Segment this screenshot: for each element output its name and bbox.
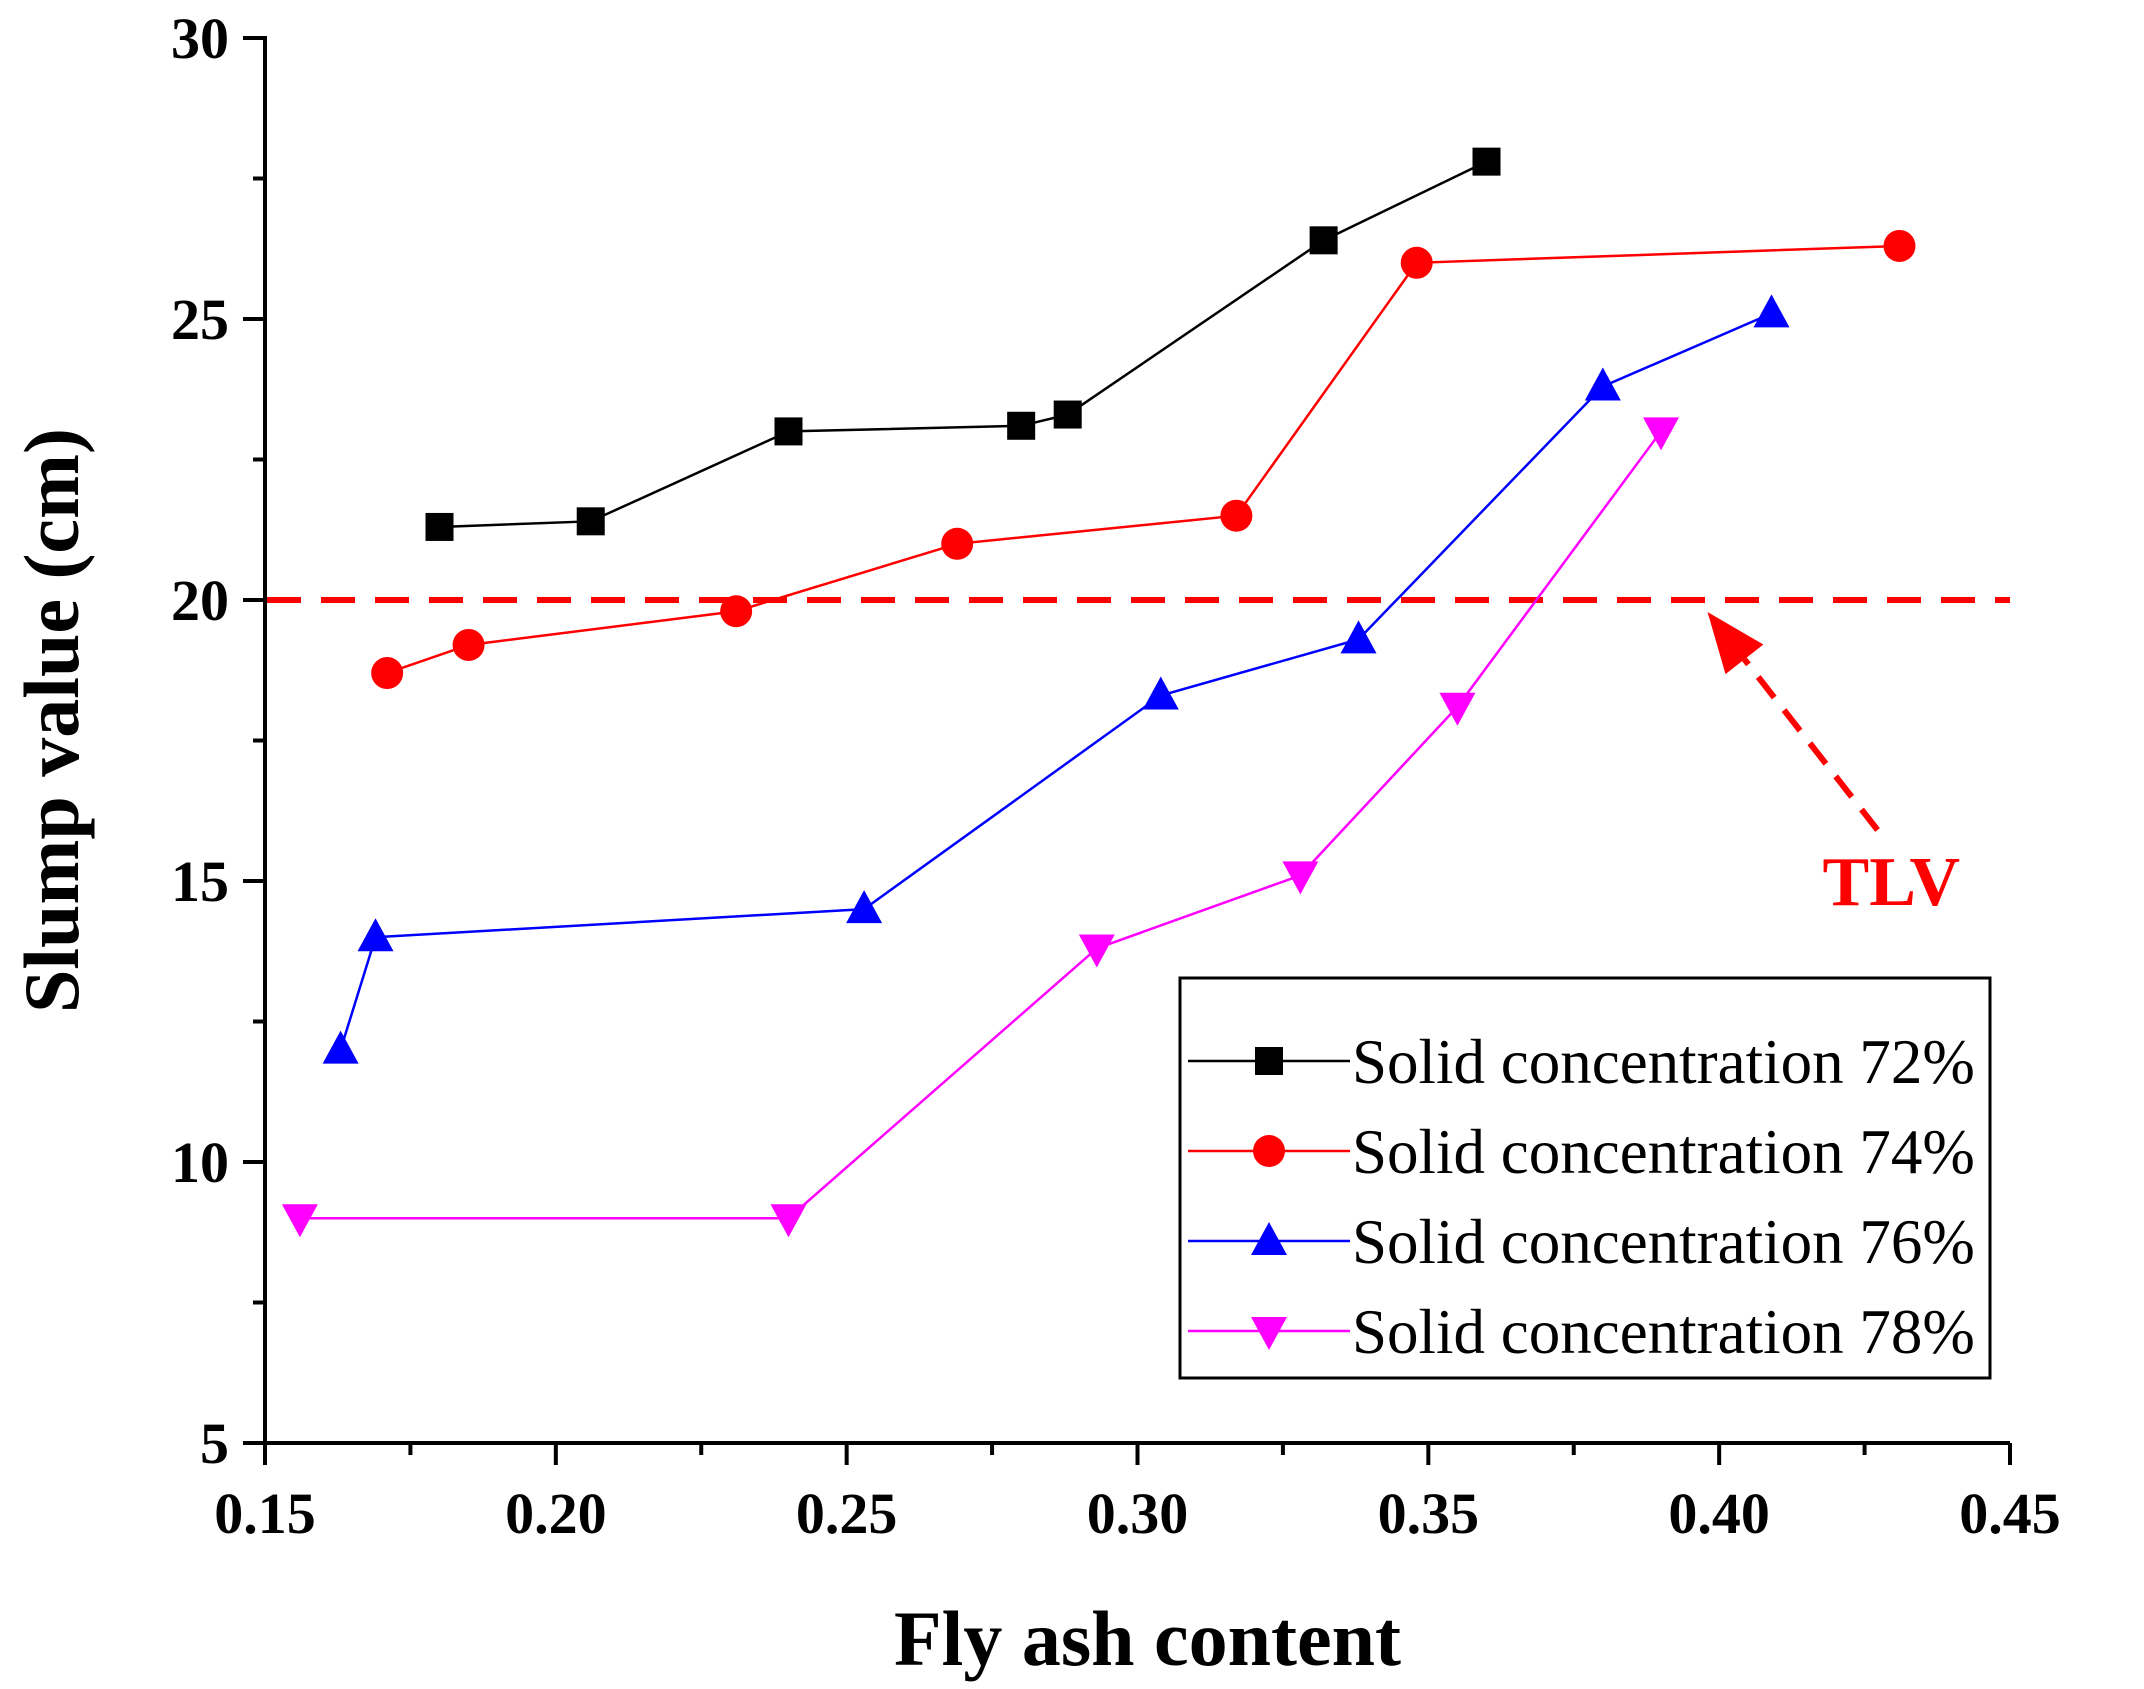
series-line xyxy=(439,160,1488,529)
y-tick-label: 20 xyxy=(171,568,229,633)
y-tick-label: 15 xyxy=(171,849,229,914)
x-tick-label: 0.40 xyxy=(1668,1481,1770,1546)
x-tick-label: 0.30 xyxy=(1087,1481,1189,1546)
legend-marker xyxy=(1253,1135,1285,1167)
data-point xyxy=(1220,499,1253,532)
legend-box xyxy=(1178,976,1992,1380)
legend-marker xyxy=(1255,1047,1283,1075)
series-1 xyxy=(425,147,1501,541)
y-tick-label: 10 xyxy=(171,1130,229,1195)
data-point xyxy=(1400,246,1433,279)
series-line xyxy=(386,244,1900,675)
data-point xyxy=(774,417,803,446)
data-point xyxy=(1472,147,1501,176)
data-point xyxy=(425,512,454,541)
legend-item-2: Solid concentration 74% xyxy=(1188,1117,1975,1187)
series-group xyxy=(281,147,1916,1238)
legend-marker xyxy=(1251,1222,1287,1255)
data-point xyxy=(1078,934,1115,968)
tlv-arrow-head xyxy=(1707,612,1764,675)
series-3 xyxy=(322,294,1790,1064)
data-point xyxy=(357,918,394,952)
data-point xyxy=(452,628,485,661)
data-point xyxy=(770,1204,807,1238)
legend-label: Solid concentration 74% xyxy=(1352,1117,1975,1187)
data-point xyxy=(846,890,883,924)
legend-item-4: Solid concentration 78% xyxy=(1188,1297,1975,1367)
data-point xyxy=(1584,367,1621,401)
legend-marker xyxy=(1251,1317,1287,1350)
data-point xyxy=(720,595,753,628)
y-tick-label: 5 xyxy=(200,1411,229,1476)
data-point xyxy=(1753,294,1790,328)
legend-label: Solid concentration 72% xyxy=(1352,1027,1975,1097)
tlv-arrow-shaft xyxy=(1742,657,1880,832)
legend-item-1: Solid concentration 72% xyxy=(1188,1027,1975,1097)
y-tick-label: 25 xyxy=(171,287,229,352)
data-point xyxy=(941,527,974,560)
legend-label: Solid concentration 78% xyxy=(1352,1297,1975,1367)
data-point xyxy=(1309,226,1338,255)
annotation-group: TLV xyxy=(1707,612,1961,921)
x-tick-label: 0.45 xyxy=(1959,1481,2061,1546)
data-point xyxy=(1883,229,1916,262)
legend-label: Solid concentration 76% xyxy=(1352,1207,1975,1277)
data-point xyxy=(1643,417,1679,451)
tlv-label: TLV xyxy=(1823,844,1961,921)
data-point xyxy=(371,657,404,690)
data-point xyxy=(1007,411,1036,440)
series-line xyxy=(299,430,1663,1220)
axes: 0.15 0.20 0.25 0.30 0.35 0.40 0.45 5 10 15 20 25 30 xyxy=(171,6,2061,1546)
data-point xyxy=(1053,400,1082,429)
axis-titles: Fly ash content Slump value (cm) xyxy=(8,428,1401,1682)
x-tick-label: 0.15 xyxy=(214,1481,316,1546)
x-axis-title: Fly ash content xyxy=(894,1595,1401,1682)
y-axis-title: Slump value (cm) xyxy=(8,428,95,1013)
data-point xyxy=(1142,676,1179,710)
x-tick-label: 0.20 xyxy=(505,1481,607,1546)
data-point xyxy=(1340,620,1377,654)
data-point xyxy=(1282,861,1319,895)
legend: Solid concentration 72% Solid concentrati… xyxy=(1178,976,1992,1380)
data-point xyxy=(576,507,605,536)
data-point xyxy=(281,1204,318,1238)
series-4 xyxy=(281,417,1679,1238)
data-point xyxy=(322,1030,359,1064)
x-tick-label: 0.25 xyxy=(796,1481,898,1546)
series-2 xyxy=(371,229,1916,690)
legend-item-3: Solid concentration 76% xyxy=(1188,1207,1975,1277)
y-tick-label: 30 xyxy=(171,6,229,71)
x-tick-label: 0.35 xyxy=(1378,1481,1480,1546)
data-point xyxy=(1439,692,1476,726)
